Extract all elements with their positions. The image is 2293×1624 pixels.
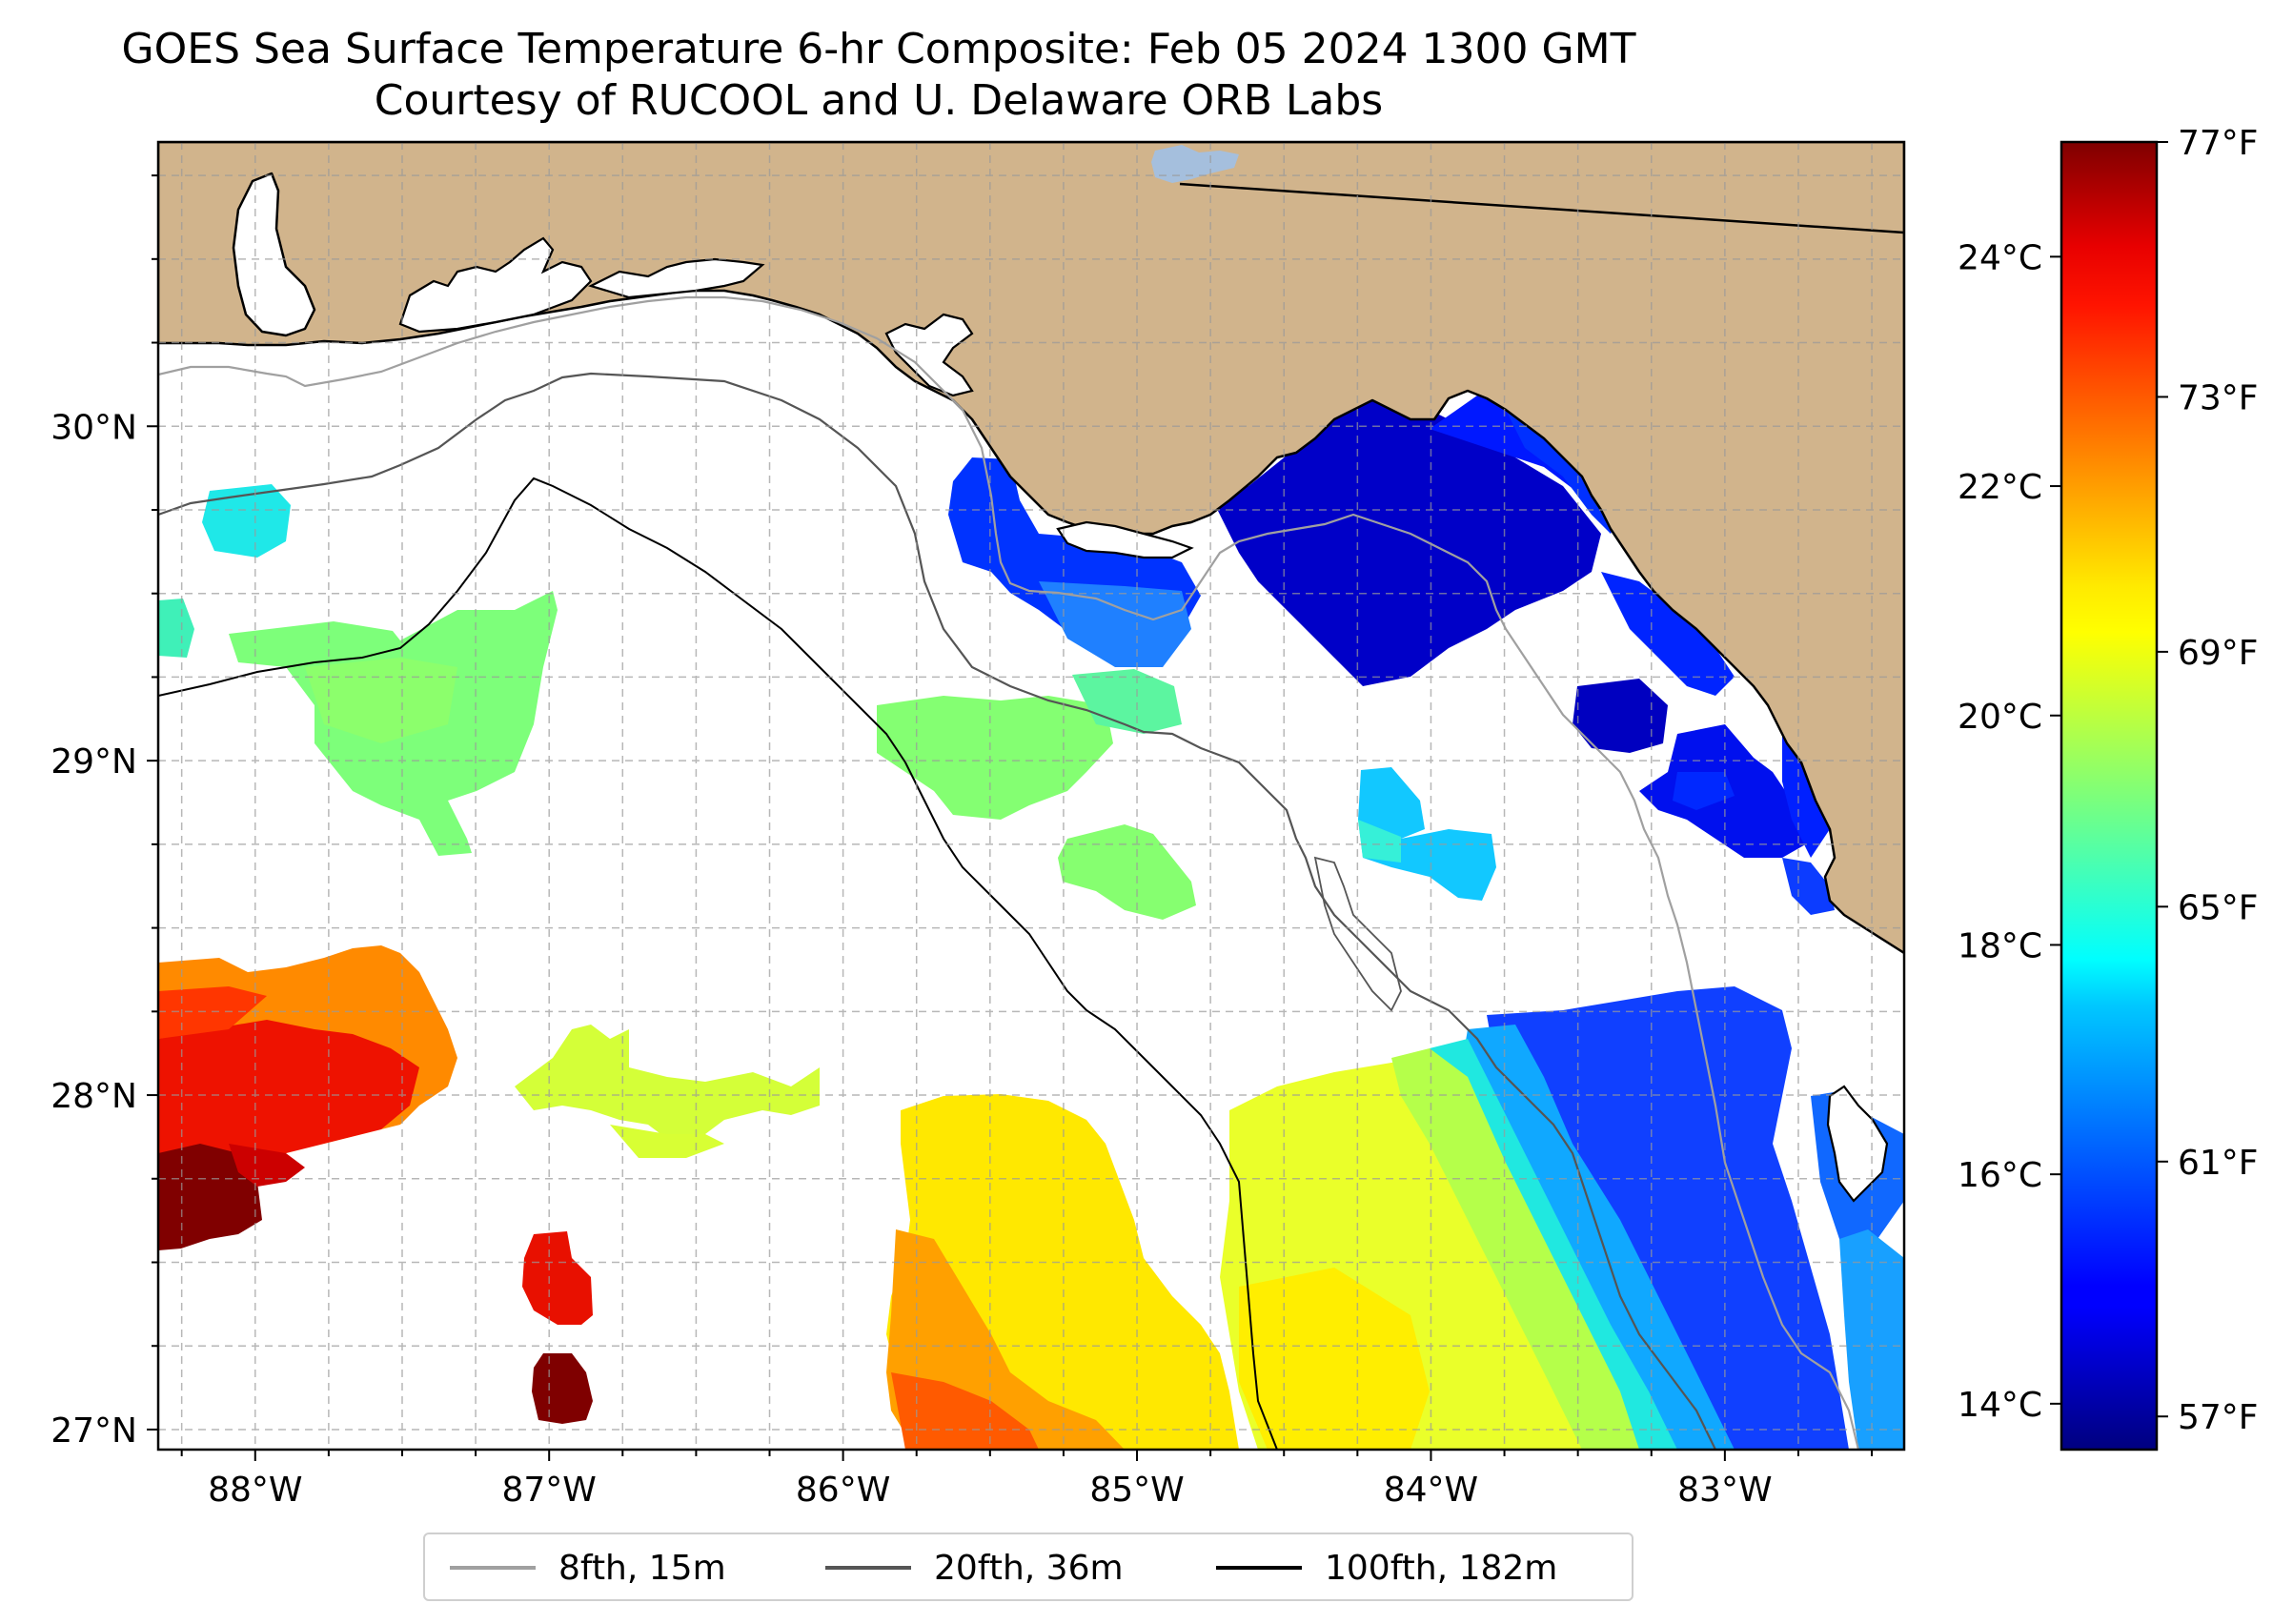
lon-tick-label: 85°W xyxy=(1089,1471,1184,1510)
sst-patch-red-sw-tail xyxy=(229,1144,305,1187)
sst-patch-yellow-core xyxy=(1239,1268,1430,1450)
axis-ticks: 88°W 87°W 86°W 85°W 84°W 83°W 27°N 28°N 29°N 30°N xyxy=(51,174,1874,1510)
colorbar-celsius-label: 24°C xyxy=(1958,238,2042,277)
lat-tick-label: 28°N xyxy=(51,1077,137,1116)
colorbar-celsius-label: 14°C xyxy=(1958,1386,2042,1425)
lon-tick-label: 84°W xyxy=(1384,1471,1478,1510)
map-frame-border xyxy=(156,140,1906,1451)
sst-patch-darkred-sw xyxy=(158,1144,262,1250)
sst-patch-yellowgreen-west xyxy=(515,1025,820,1144)
lon-tick-label: 88°W xyxy=(208,1471,302,1510)
sst-patch-darkblue-mid xyxy=(1573,679,1668,753)
state-border-line xyxy=(1179,182,1904,234)
sst-patch-se-blue xyxy=(1487,986,1849,1450)
colorbar-fahrenheit-label: 69°F xyxy=(2178,634,2259,673)
sst-patch-darkred-blob xyxy=(532,1353,593,1424)
sst-patch-left-edge xyxy=(158,599,194,658)
map-title: GOES Sea Surface Temperature 6-hr Compos… xyxy=(121,25,1636,73)
colorbar-ticks: 14°C 16°C 18°C 20°C 22°C 24°C 57°F 61°F 65°F 69°F… xyxy=(1958,124,2258,1437)
lat-tick-label: 29°N xyxy=(51,742,137,782)
colorbar xyxy=(2060,140,2159,1451)
lake-seminole xyxy=(1151,145,1239,183)
lon-tick-label: 83°W xyxy=(1677,1471,1772,1510)
legend-item-8fth: 8fth, 15m xyxy=(450,1546,726,1590)
depth-legend: 8fth, 15m 20fth, 36m 100fth, 182m xyxy=(423,1533,1634,1601)
sst-patch-red-sw xyxy=(158,1020,419,1172)
lat-tick-label: 27°N xyxy=(51,1411,137,1451)
colorbar-fahrenheit-label: 65°F xyxy=(2178,888,2259,927)
sst-patch-green-central xyxy=(877,696,1113,820)
sst-patch-cyan-east xyxy=(1358,767,1496,901)
legend-label-100fth: 100fth, 182m xyxy=(1325,1548,1558,1588)
sst-patch-blue-coast-mid xyxy=(1601,572,1735,696)
sst-patch-green-tongue xyxy=(1072,669,1182,734)
lon-tick-label: 87°W xyxy=(501,1471,596,1510)
sst-patch-nw-cyan xyxy=(202,484,291,558)
sst-patch-blue-tampa-coast xyxy=(1782,858,1835,915)
lat-tick-label: 30°N xyxy=(51,408,137,447)
sst-patch-blue-offshore xyxy=(1673,772,1735,810)
colorbar-fahrenheit-label: 77°F xyxy=(2178,124,2259,163)
legend-label-8fth: 8fth, 15m xyxy=(558,1548,726,1588)
legend-item-20fth: 20fth, 36m xyxy=(825,1546,1124,1590)
colorbar-celsius-label: 22°C xyxy=(1958,468,2042,507)
legend-swatch-8fth xyxy=(450,1566,536,1570)
colorbar-fahrenheit-label: 73°F xyxy=(2178,378,2259,417)
contour-8fth-bigbend-island xyxy=(1313,856,1402,1012)
lon-tick-label: 86°W xyxy=(796,1471,890,1510)
legend-swatch-20fth xyxy=(825,1566,911,1570)
depth-contours xyxy=(158,295,1860,1450)
colorbar-celsius-label: 18°C xyxy=(1958,926,2042,965)
sst-patch-orangered-sw xyxy=(158,986,267,1039)
sst-patch-darkblue-bigbend xyxy=(1210,396,1601,686)
legend-item-100fth: 100fth, 182m xyxy=(1216,1546,1557,1590)
contour-100fth xyxy=(158,477,1278,1450)
contour-8fth xyxy=(158,295,1860,1450)
bay-apalachicola xyxy=(1056,520,1194,559)
sst-patch-se-lightblue-coast xyxy=(1839,1229,1904,1450)
sst-patch-red-blob xyxy=(522,1231,593,1325)
colorbar-celsius-label: 16°C xyxy=(1958,1156,2042,1195)
colorbar-celsius-label: 20°C xyxy=(1958,698,2042,737)
colorbar-fahrenheit-label: 61°F xyxy=(2178,1144,2259,1183)
sst-patch-blue-nw-bay-light xyxy=(1039,581,1191,667)
sst-patch-green-small xyxy=(1058,824,1196,920)
sst-patch-cyan-east-light xyxy=(1358,820,1401,863)
sst-patch-green-west-core xyxy=(305,658,457,743)
legend-label-20fth: 20fth, 36m xyxy=(934,1548,1124,1588)
contour-20fth xyxy=(158,372,1716,1450)
graticule-gridlines xyxy=(158,142,1904,1450)
map-subtitle: Courtesy of RUCOOL and U. Delaware ORB L… xyxy=(374,76,1384,125)
sst-patch-orangered-tip xyxy=(891,1372,1039,1450)
bay-pensacola xyxy=(398,236,593,334)
sst-patch-blue-bigbend-edge xyxy=(1430,396,1611,534)
legend-swatch-100fth xyxy=(1216,1566,1302,1570)
land-layer xyxy=(158,142,1904,955)
colorbar-fahrenheit-label: 57°F xyxy=(2178,1398,2259,1437)
bay-choctawhatchee xyxy=(588,257,765,299)
sst-patch-se-lightblue xyxy=(1458,1025,1735,1450)
land-panhandle-alabama xyxy=(158,142,1904,955)
land-mobile-bay-west xyxy=(232,172,316,337)
